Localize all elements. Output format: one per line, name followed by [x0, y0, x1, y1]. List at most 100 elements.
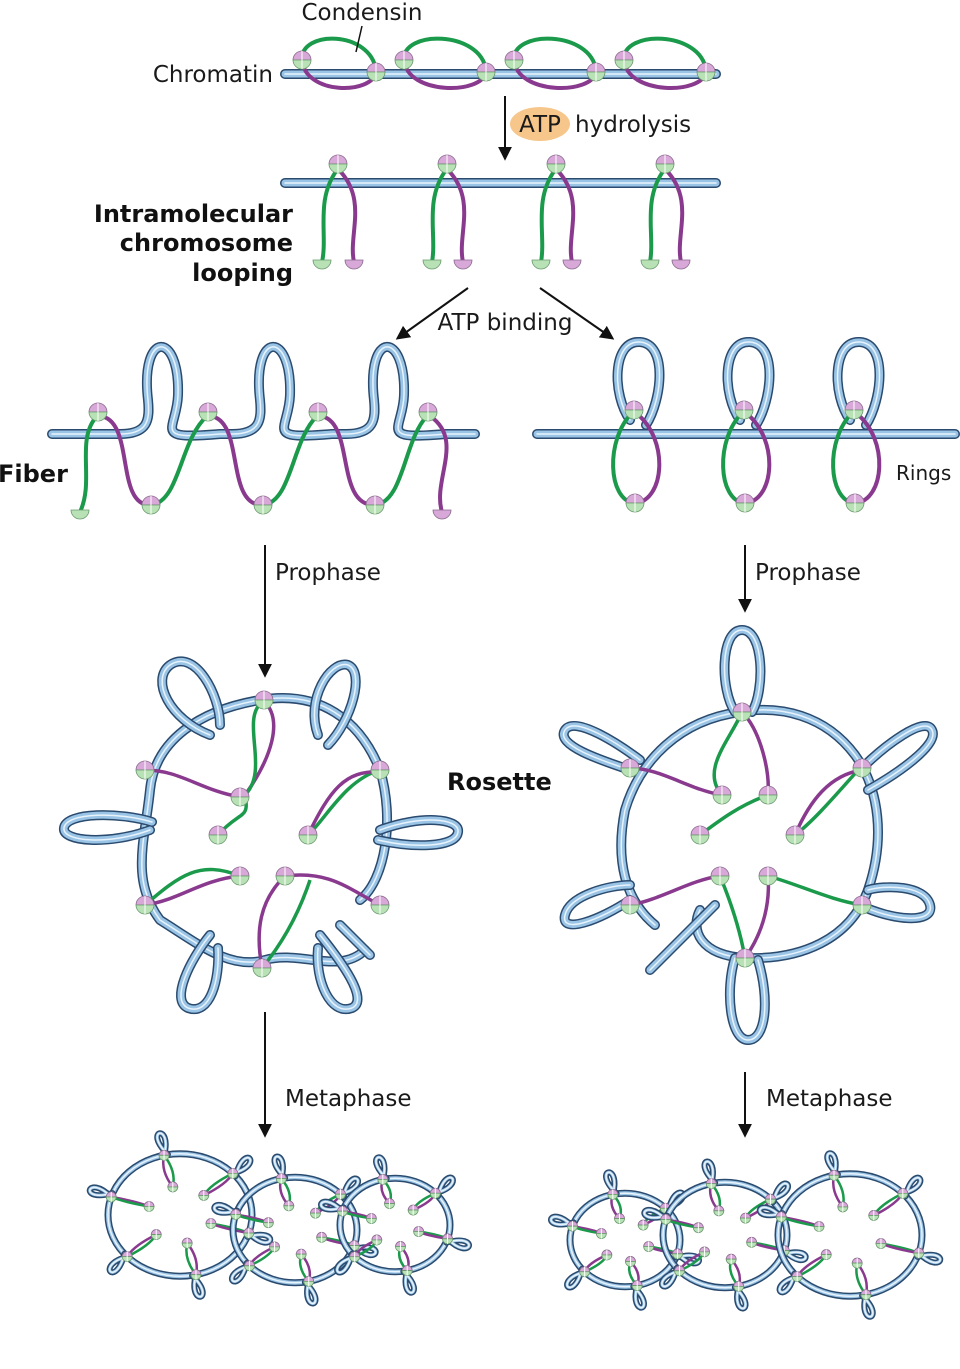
- condensin-label: Condensin: [302, 0, 423, 26]
- condensin-head-icon: [837, 1201, 849, 1213]
- condensin-head-icon: [141, 495, 161, 515]
- condensin-head-icon: [897, 1188, 909, 1199]
- condensin-head-icon: [135, 895, 155, 915]
- condensin-head-icon: [328, 154, 348, 174]
- condensin-head-icon: [418, 402, 438, 422]
- condensin-head-icon: [198, 402, 218, 422]
- condensin-head-icon: [732, 702, 752, 722]
- condensin-head-icon: [758, 866, 778, 886]
- condensin-head-icon: [395, 1241, 406, 1252]
- intramolecular-label-line1: Intramolecular: [94, 200, 293, 228]
- condensin-cap-icon: [70, 509, 90, 520]
- rosette-right-loop-left: [558, 720, 645, 775]
- condensin-head-icon: [674, 1265, 685, 1277]
- condensin-head-icon: [631, 1280, 643, 1291]
- condensin-head-icon: [705, 1178, 717, 1189]
- metaphase-right-chromosome: [548, 1150, 944, 1320]
- rosette-left-tail: [335, 920, 375, 960]
- condensin-head-icon: [791, 1271, 803, 1282]
- intramolecular-label-line3: looping: [192, 259, 293, 287]
- ring-loop-3: [832, 337, 885, 430]
- condensin-head-icon: [252, 958, 272, 978]
- condensin-head-icon: [337, 1205, 348, 1217]
- rosette-left-loop-bottom-right: [312, 930, 363, 1015]
- condensin-head-icon: [181, 1237, 193, 1249]
- condensin-head-icon: [377, 1174, 389, 1185]
- rosette-left-loop-bottom-left: [176, 930, 224, 1015]
- prophase-step-left: Prophase: [258, 545, 381, 678]
- condensin-head-icon: [394, 50, 414, 70]
- condensin-head-icon: [851, 1257, 863, 1269]
- fiber-chromatin: [47, 341, 480, 441]
- ring-loop-1: [612, 337, 665, 430]
- condensin-head-icon: [620, 758, 640, 778]
- condensin-head-icon: [913, 1247, 925, 1259]
- condensin-head-icon: [244, 1260, 255, 1272]
- condensin-head-icon: [370, 760, 390, 780]
- ring-loop-2: [722, 337, 775, 430]
- atp-hydrolysis-step: ATP hydrolysis: [498, 96, 691, 161]
- condensin-head-icon: [660, 1214, 672, 1225]
- condensin-cap-icon: [453, 259, 473, 270]
- atp-binding-arrow-left: [395, 287, 469, 340]
- condensin-cap-icon: [562, 259, 582, 270]
- condensin-cap-icon: [531, 259, 551, 270]
- hydrolysis-label: hydrolysis: [575, 112, 691, 138]
- condensin-head-icon: [384, 1198, 395, 1209]
- condensin-head-icon: [740, 1212, 751, 1224]
- condensin-head-icon: [852, 895, 872, 915]
- rosette-label: Rosette: [447, 768, 552, 796]
- atp-binding-step: ATP binding: [395, 287, 615, 340]
- rosette-right-tail: [645, 900, 720, 975]
- metaphase-label-right: Metaphase: [766, 1086, 893, 1112]
- atp-binding-arrow-right: [539, 287, 615, 340]
- condensin-head-icon: [625, 1256, 636, 1267]
- atp-badge: [510, 107, 570, 141]
- condensin-head-icon: [614, 50, 634, 70]
- condensin-head-icon: [595, 1228, 607, 1239]
- condensin-head-icon: [775, 1211, 787, 1223]
- condensin-head-icon: [620, 895, 640, 915]
- condensin-head-icon: [349, 1251, 361, 1263]
- condensin-head-icon: [586, 62, 606, 82]
- condensin-head-icon: [366, 62, 386, 82]
- atp-label: ATP: [519, 112, 561, 138]
- condensin-head-icon: [546, 154, 566, 174]
- rings-condensin-arms: [611, 411, 882, 505]
- condensin-head-icon: [269, 1241, 280, 1253]
- condensin-head-icon: [758, 785, 778, 805]
- rosette-right-loop-bottom: [724, 953, 770, 1045]
- condensin-head-icon: [303, 1276, 315, 1287]
- condensin-head-icon: [607, 1189, 619, 1200]
- condensin-head-icon: [813, 1221, 825, 1232]
- condensin-head-icon: [167, 1181, 179, 1193]
- top-green-arc-1: [299, 36, 378, 71]
- condensin-head-icon: [253, 495, 273, 515]
- condensin-head-icon: [614, 1213, 625, 1224]
- intramolecular-label-line2: chromosome: [120, 229, 293, 257]
- condensin-head-icon: [690, 825, 710, 845]
- top-chromatin-stage: Condensin Chromatin: [153, 0, 721, 90]
- condensin-head-icon: [205, 1218, 217, 1229]
- rosette-right-loop-right: [855, 721, 938, 795]
- condensin-head-icon: [310, 1207, 321, 1219]
- condensin-head-icon: [198, 1190, 210, 1201]
- condensin-head-icon: [230, 866, 250, 886]
- condensin-head-icon: [227, 1168, 239, 1179]
- condensin-head-icon: [262, 1217, 274, 1228]
- metaphase-label-left: Metaphase: [285, 1086, 412, 1112]
- condensin-head-icon: [567, 1220, 578, 1232]
- fiber-label: Fiber: [0, 460, 68, 488]
- condensin-head-icon: [625, 493, 645, 513]
- condensin-cap-icon: [671, 259, 691, 270]
- condensin-head-icon: [785, 825, 805, 845]
- condensin-cap-icon: [432, 509, 452, 520]
- condensin-head-icon: [283, 1200, 295, 1212]
- rosette-left-loop-left: [59, 810, 157, 845]
- condensin-head-icon: [828, 1169, 840, 1181]
- condensin-head-icon: [298, 825, 318, 845]
- condensin-head-icon: [601, 1249, 613, 1261]
- condensin-head-icon: [844, 400, 864, 420]
- condensin-head-icon: [624, 400, 644, 420]
